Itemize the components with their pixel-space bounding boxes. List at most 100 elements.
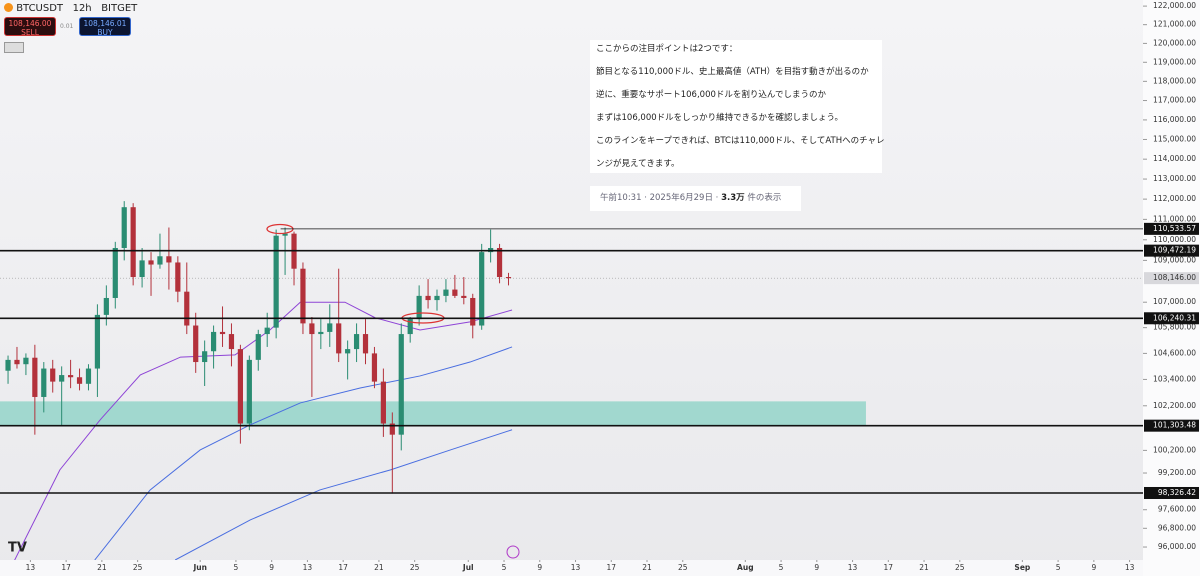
candle-body bbox=[416, 295, 422, 320]
candle-body bbox=[23, 357, 29, 365]
post-line: 節目となる110,000ドル、史上最高値（ATH）を目指す動きが出るのか bbox=[596, 67, 869, 77]
y-tick-label: 121,000.00 bbox=[1153, 20, 1196, 29]
y-tick-label: 96,000.00 bbox=[1158, 542, 1196, 551]
coin-icon bbox=[4, 3, 13, 12]
candle-body bbox=[166, 256, 172, 263]
x-tick-label: 25 bbox=[678, 563, 688, 572]
candle-body bbox=[76, 377, 83, 384]
collapse-button[interactable] bbox=[4, 42, 24, 53]
candle-body bbox=[407, 319, 413, 335]
x-tick-label: 17 bbox=[884, 563, 894, 572]
y-tick-label: 99,200.00 bbox=[1158, 468, 1196, 477]
candle-body bbox=[246, 359, 252, 424]
time-axis bbox=[0, 560, 1143, 576]
price-label-box bbox=[1144, 419, 1199, 432]
y-tick-label: 103,400.00 bbox=[1153, 374, 1196, 383]
candle-body bbox=[237, 349, 243, 424]
price-label-box bbox=[1144, 244, 1199, 257]
y-tick-label: 111,000.00 bbox=[1153, 214, 1196, 223]
candle-body bbox=[121, 207, 127, 249]
view-count: 3.3万 bbox=[721, 193, 745, 203]
x-tick-label: 13 bbox=[571, 563, 581, 572]
post-line: このラインをキープできれば、BTCは110,000ドル、そしてATHへのチャレ bbox=[596, 136, 885, 146]
symbol-bar: BTCUSDT 12h BITGET bbox=[4, 3, 137, 14]
y-tick-label: 117,000.00 bbox=[1153, 96, 1196, 105]
x-tick-label: 5 bbox=[234, 563, 239, 572]
x-tick-label: 21 bbox=[642, 563, 652, 572]
candle-body bbox=[353, 334, 360, 350]
x-tick-label: 17 bbox=[338, 563, 348, 572]
candle-body bbox=[85, 368, 92, 384]
price-label-box bbox=[1144, 486, 1199, 499]
x-tick-label: 21 bbox=[919, 563, 929, 572]
price-axis bbox=[1143, 0, 1200, 576]
sell-label: SELL bbox=[21, 28, 39, 37]
candle-body bbox=[505, 277, 512, 279]
candle-body bbox=[5, 359, 11, 371]
candle-body bbox=[434, 295, 440, 301]
price-label-box bbox=[1144, 312, 1199, 325]
x-tick-label: 5 bbox=[1056, 563, 1061, 572]
candle-body bbox=[255, 334, 261, 360]
y-tick-label: 119,000.00 bbox=[1153, 57, 1196, 66]
x-tick-label: 21 bbox=[97, 563, 107, 572]
candle-body bbox=[148, 260, 154, 265]
y-tick-label: 102,200.00 bbox=[1153, 401, 1196, 410]
sell-button[interactable]: 108,146.00 SELL bbox=[4, 17, 56, 37]
candle-body bbox=[479, 252, 485, 326]
candle-body bbox=[398, 334, 404, 435]
post-line: 逆に、重要なサポート106,000ドルを割り込んでしまうのか bbox=[596, 90, 826, 100]
candle-body bbox=[67, 375, 74, 378]
price-label: 110,533.57 bbox=[1153, 224, 1196, 233]
y-tick-label: 113,000.00 bbox=[1153, 174, 1196, 183]
y-tick-label: 122,000.00 bbox=[1153, 1, 1196, 10]
last-price-label: 108,146.00 bbox=[1153, 273, 1196, 282]
candle-body bbox=[228, 334, 235, 350]
event-icon[interactable] bbox=[506, 545, 520, 559]
x-tick-label: 13 bbox=[26, 563, 36, 572]
candle-body bbox=[425, 295, 431, 301]
y-tick-label: 115,000.00 bbox=[1153, 134, 1196, 143]
buy-label: BUY bbox=[97, 28, 113, 37]
x-tick-label: Sep bbox=[1014, 563, 1030, 572]
candle-body bbox=[193, 325, 199, 363]
view-suffix: 件の表示 bbox=[744, 193, 782, 203]
logo: TV bbox=[8, 541, 27, 556]
candle-body bbox=[461, 295, 467, 298]
y-tick-label: 114,000.00 bbox=[1153, 154, 1196, 163]
y-tick-label: 100,200.00 bbox=[1153, 445, 1196, 454]
candle-body bbox=[157, 256, 163, 265]
candle-body bbox=[112, 248, 118, 298]
candle-body bbox=[345, 349, 351, 354]
y-tick-label: 107,000.00 bbox=[1153, 297, 1196, 306]
x-tick-label: 9 bbox=[814, 563, 819, 572]
candle-body bbox=[41, 368, 47, 397]
candle-body bbox=[282, 233, 288, 236]
x-tick-label: 17 bbox=[606, 563, 616, 572]
y-tick-label: 97,600.00 bbox=[1158, 505, 1196, 514]
candle-body bbox=[210, 331, 217, 352]
candle-body bbox=[371, 353, 378, 382]
x-tick-label: 5 bbox=[502, 563, 507, 572]
price-label-box bbox=[1144, 222, 1199, 235]
x-tick-label: 9 bbox=[269, 563, 274, 572]
candle-body bbox=[470, 297, 476, 326]
y-tick-label: 104,600.00 bbox=[1153, 348, 1196, 357]
price-label: 98,326.42 bbox=[1158, 488, 1196, 497]
x-tick-label: Jun bbox=[192, 563, 206, 572]
candle-body bbox=[184, 291, 190, 326]
x-tick-label: 21 bbox=[374, 563, 384, 572]
interval[interactable]: 12h bbox=[72, 3, 92, 14]
post-line: ここからの注目ポイントは2つです： bbox=[596, 44, 738, 54]
y-tick-label: 120,000.00 bbox=[1153, 38, 1196, 47]
y-tick-label: 110,000.00 bbox=[1153, 235, 1196, 244]
candle-body bbox=[175, 262, 181, 292]
candle-body bbox=[94, 314, 101, 369]
moving-average bbox=[14, 301, 513, 560]
candle-body bbox=[496, 248, 503, 278]
buy-button[interactable]: 108,146.01 BUY bbox=[79, 17, 131, 37]
candle-body bbox=[130, 207, 136, 278]
post-time: 午前10:31 · 2025年6月29日 · bbox=[600, 193, 722, 203]
